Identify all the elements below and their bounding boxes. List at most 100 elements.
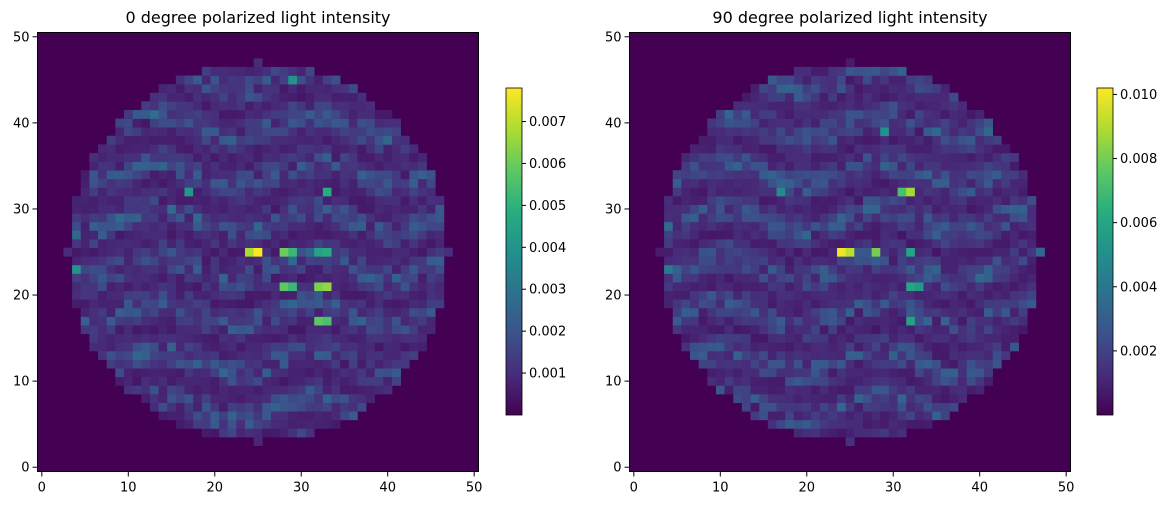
heatmap-cell (210, 161, 220, 171)
heatmap-cell (715, 230, 725, 240)
heatmap-cell (210, 66, 220, 76)
heatmap-cell (236, 290, 246, 300)
heatmap-cell (175, 161, 185, 171)
heatmap-cell (975, 325, 985, 335)
heatmap-cell (802, 350, 812, 360)
heatmap-cell (871, 118, 881, 128)
heatmap-cell (227, 101, 237, 111)
heatmap-cell (236, 376, 246, 386)
heatmap-cell (340, 84, 350, 94)
heatmap-cell (305, 376, 315, 386)
heatmap-cell (802, 84, 812, 94)
heatmap-cell (776, 394, 786, 403)
heatmap-cell (262, 109, 272, 119)
heatmap-cell (741, 92, 751, 102)
heatmap-cell (793, 402, 803, 412)
heatmap-cell (227, 307, 237, 317)
heatmap-cell (802, 101, 812, 111)
heatmap-cell (270, 385, 280, 395)
heatmap-cell (845, 213, 855, 223)
heatmap-cell (123, 187, 133, 197)
heatmap-cell (340, 333, 350, 343)
heatmap-cell (132, 213, 142, 223)
heatmap-cell (940, 307, 950, 317)
heatmap-cell (314, 350, 324, 360)
heatmap-cell (253, 325, 263, 335)
heatmap-cell (296, 342, 306, 352)
heatmap-cell (854, 247, 864, 257)
heatmap-cell (690, 264, 699, 274)
heatmap-cell (245, 402, 254, 412)
heatmap-cell (715, 299, 725, 309)
heatmap-cell (966, 127, 976, 137)
heatmap-cell (785, 307, 795, 317)
heatmap-cell (158, 411, 168, 421)
heatmap-cell (314, 75, 324, 85)
heatmap-cell (193, 204, 203, 214)
heatmap-cell (984, 342, 993, 352)
heatmap-cell (106, 204, 116, 214)
heatmap-cell (322, 109, 332, 119)
heatmap-cell (340, 394, 350, 403)
heatmap-cell (862, 101, 872, 111)
heatmap-cell (923, 204, 933, 214)
heatmap-cell (793, 66, 803, 76)
heatmap-cell (270, 92, 280, 102)
heatmap-cell (348, 290, 358, 300)
x-tick-label: 20 (206, 481, 223, 496)
heatmap-cell (984, 170, 993, 180)
heatmap-cell (253, 127, 263, 137)
heatmap-cell (715, 359, 725, 369)
heatmap-cell (984, 376, 993, 386)
heatmap-cell (296, 118, 306, 128)
heatmap-cell (158, 84, 168, 94)
heatmap-cell (1001, 333, 1011, 343)
heatmap-cell (1001, 161, 1011, 171)
heatmap-cell (854, 376, 864, 386)
heatmap-cell (184, 333, 194, 343)
heatmap-cell (219, 419, 229, 429)
heatmap-cell (975, 359, 985, 369)
heatmap-cell (888, 316, 898, 326)
heatmap-cell (357, 221, 367, 231)
heatmap-cell (958, 161, 968, 171)
heatmap-cell (897, 307, 907, 317)
heatmap-cell (966, 247, 976, 257)
heatmap-cell (279, 213, 289, 223)
heatmap-cell (750, 92, 760, 102)
heatmap-cell (193, 118, 203, 128)
heatmap-cell (750, 333, 760, 343)
heatmap-cell (426, 204, 436, 214)
heatmap-cell (776, 290, 786, 300)
heatmap-cell (741, 316, 751, 326)
heatmap-cell (914, 187, 924, 197)
heatmap-cell (106, 221, 116, 231)
heatmap-cell (724, 264, 734, 274)
heatmap-cell (923, 127, 933, 137)
heatmap-cell (940, 84, 950, 94)
heatmap-cell (331, 247, 341, 257)
heatmap-cell (759, 385, 769, 395)
heatmap-cell (167, 127, 177, 137)
heatmap-cell (802, 428, 812, 438)
heatmap-cell (210, 419, 220, 429)
heatmap-cell (932, 273, 942, 283)
heatmap-cell (193, 127, 203, 137)
heatmap-cell (340, 316, 350, 326)
heatmap-cell (296, 109, 306, 119)
heatmap-cell (975, 213, 985, 223)
heatmap-cell (141, 394, 151, 403)
heatmap-cell (828, 411, 838, 421)
heatmap-cell (698, 299, 708, 309)
heatmap-cell (141, 170, 151, 180)
heatmap-cell (270, 204, 280, 214)
heatmap-cell (811, 127, 821, 137)
heatmap-cell (400, 144, 410, 154)
heatmap-cell (958, 316, 968, 326)
heatmap-cell (914, 221, 924, 231)
heatmap-cell (949, 394, 959, 403)
heatmap-cell (845, 282, 855, 292)
heatmap-cell (906, 273, 916, 283)
heatmap-cell (227, 161, 237, 171)
